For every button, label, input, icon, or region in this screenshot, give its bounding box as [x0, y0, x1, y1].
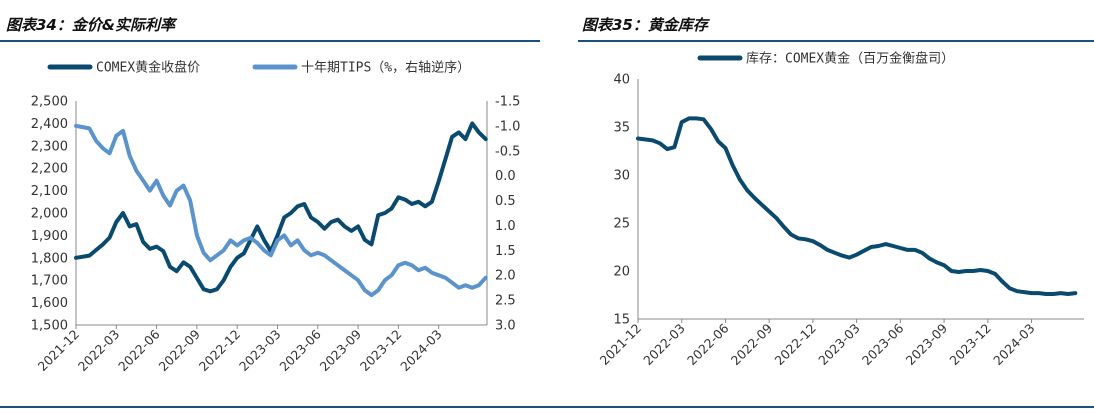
title-rule	[578, 40, 1094, 42]
y-right-tick-label: -1.5	[495, 95, 520, 110]
x-tick-label: 2022-12	[771, 321, 819, 369]
x-tick-label: 2023-03	[236, 327, 284, 375]
x-tick-label: 2024-03	[397, 327, 445, 375]
series-line-2	[74, 123, 488, 298]
y-right-tick-label: 2.0	[495, 269, 516, 284]
legend-label-2: 十年期TIPS（%，右轴逆序）	[301, 60, 470, 76]
y-right-tick-label: 3.0	[495, 319, 516, 334]
x-tick-label: 2023-09	[903, 320, 951, 368]
chart-title: 图表34：金价&实际利率	[6, 16, 175, 34]
x-tick-label: 2023-09	[317, 326, 365, 374]
x-tick-label: 2022-12	[196, 327, 244, 375]
x-tick-label: 2023-12	[946, 321, 994, 369]
x-tick-label: 2021-12	[597, 321, 645, 369]
chart-title: 图表35：黄金库存	[582, 16, 708, 34]
legend-label-1: 库存：COMEX黄金（百万金衡盘司）	[746, 51, 954, 67]
gold-inventory-chart: 2021-122022-032022-062022-092022-122023-…	[597, 51, 1084, 369]
y-tick-label: 1,900	[31, 229, 68, 244]
y-right-tick-label: 1.0	[495, 219, 516, 234]
y-right-tick-label: 0.0	[495, 169, 516, 184]
y-tick-label: 2,400	[31, 117, 68, 132]
series-line-1	[636, 116, 1078, 296]
title-rule	[0, 40, 540, 42]
x-tick-label: 2022-03	[640, 321, 688, 369]
y-tick-label: 1,600	[31, 296, 68, 311]
x-tick-label: 2022-09	[155, 326, 203, 374]
y-tick-label: 40	[613, 73, 630, 88]
x-tick-label: 2023-06	[276, 326, 324, 374]
y-tick-label: 2,500	[31, 95, 68, 110]
series-line-1	[74, 121, 488, 294]
x-tick-label: 2023-06	[859, 320, 907, 368]
y-tick-label: 15	[613, 313, 630, 328]
x-tick-label: 2022-09	[728, 320, 776, 368]
x-tick-label: 2022-06	[115, 326, 163, 374]
x-tick-label: 2021-12	[35, 327, 83, 375]
y-right-tick-label: 2.5	[495, 294, 516, 309]
y-right-tick-label: -1.0	[495, 119, 520, 134]
y-right-tick-label: 1.5	[495, 244, 516, 259]
y-tick-label: 20	[613, 265, 630, 280]
y-right-tick-label: -0.5	[495, 144, 520, 159]
y-tick-label: 1,500	[31, 319, 68, 334]
gold-price-tips-chart: 2021-122022-032022-062022-092022-122023-…	[31, 60, 521, 375]
left-panel: 图表34：金价&实际利率 2021-12 2022-03 2022-06 2022-0…	[0, 16, 540, 375]
x-tick-label: 2024-03	[990, 321, 1038, 369]
y-tick-label: 1,800	[31, 251, 68, 266]
y-tick-label: 2,100	[31, 184, 68, 199]
bottom-rule	[0, 406, 1094, 408]
x-tick-label: 2022-03	[75, 327, 123, 375]
y-tick-label: 2,300	[31, 139, 68, 154]
x-tick-label: 2023-12	[357, 327, 405, 375]
right-panel: 图表35：黄金库存 2021-12 2022-03 2022-06 2022-09 20…	[548, 0, 1094, 413]
legend-label-1: COMEX黄金收盘价	[96, 60, 200, 76]
y-tick-label: 1,700	[31, 274, 68, 289]
y-right-tick-label: 0.5	[495, 194, 516, 209]
y-tick-label: 2,000	[31, 207, 68, 222]
y-tick-label: 30	[613, 169, 630, 184]
y-tick-label: 25	[613, 217, 630, 232]
y-tick-label: 35	[613, 121, 630, 136]
x-tick-label: 2023-03	[815, 321, 863, 369]
y-tick-label: 2,200	[31, 162, 68, 177]
x-tick-label: 2022-06	[684, 320, 732, 368]
